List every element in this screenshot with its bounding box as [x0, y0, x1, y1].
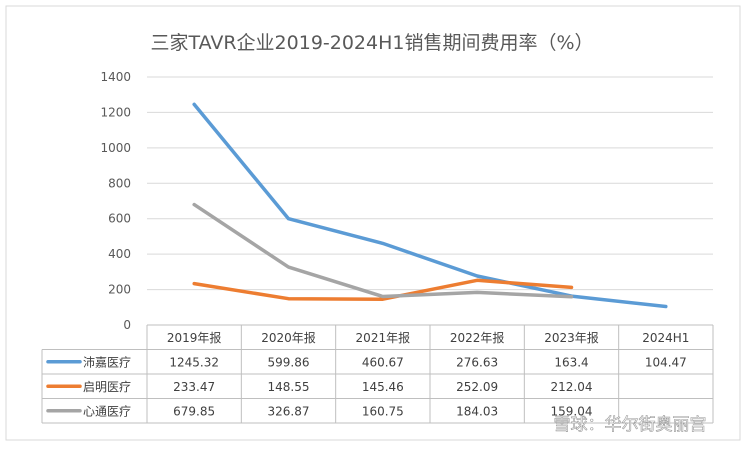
data-cell: 1245.32 — [169, 355, 219, 369]
series-line-3 — [192, 202, 574, 299]
data-cell: 252.09 — [456, 380, 498, 394]
data-cell: 160.75 — [362, 404, 404, 418]
data-cell: 148.55 — [268, 380, 310, 394]
y-tick-label: 600 — [108, 212, 131, 226]
data-cell: 163.4 — [554, 355, 588, 369]
data-cell: 599.86 — [268, 355, 310, 369]
x-category-label: 2020年报 — [261, 330, 316, 345]
x-category-label: 2024H1 — [642, 331, 689, 345]
y-tick-label: 1000 — [100, 141, 131, 155]
y-tick-label: 200 — [108, 283, 131, 297]
legend-label: 心通医疗 — [83, 404, 131, 418]
data-cell: 276.63 — [456, 355, 498, 369]
watermark: 雪球：华尔街奥丽宫 — [554, 415, 707, 435]
y-tick-label: 0 — [123, 318, 131, 332]
legend-label: 启明医疗 — [83, 380, 131, 394]
y-tick-label: 1400 — [100, 70, 131, 84]
data-cell: 159.04 — [551, 404, 593, 418]
data-cell: 212.04 — [551, 380, 593, 394]
data-cell: 460.67 — [362, 355, 404, 369]
y-tick-label: 800 — [108, 176, 131, 190]
chart-title: 三家TAVR企业2019-2024H1销售期间费用率（%） — [150, 32, 593, 54]
y-tick-label: 1200 — [100, 105, 131, 119]
data-cell: 104.47 — [645, 355, 687, 369]
data-cell: 326.87 — [268, 404, 310, 418]
data-cell: 145.46 — [362, 380, 404, 394]
series-line-1 — [192, 102, 668, 309]
data-table: 2019年报 2020年报 2021年报 2022年报 2023年报 2024H1 沛嘉医疗… — [41, 324, 714, 424]
x-category-label: 2022年报 — [450, 330, 505, 345]
data-cell: 233.47 — [173, 380, 215, 394]
chart-border — [5, 5, 741, 441]
x-category-label: 2019年报 — [167, 330, 222, 345]
x-category-label: 2023年报 — [544, 330, 599, 345]
y-tick-label: 400 — [108, 247, 131, 261]
series-lines — [192, 102, 668, 309]
y-axis-ticks: 0 200 400 600 800 1000 1200 1400 — [100, 70, 131, 332]
series-line-2 — [192, 278, 574, 301]
x-category-label: 2021年报 — [356, 330, 411, 345]
data-cell: 184.03 — [456, 404, 498, 418]
legend-label: 沛嘉医疗 — [83, 355, 131, 369]
data-cell: 679.85 — [173, 404, 215, 418]
